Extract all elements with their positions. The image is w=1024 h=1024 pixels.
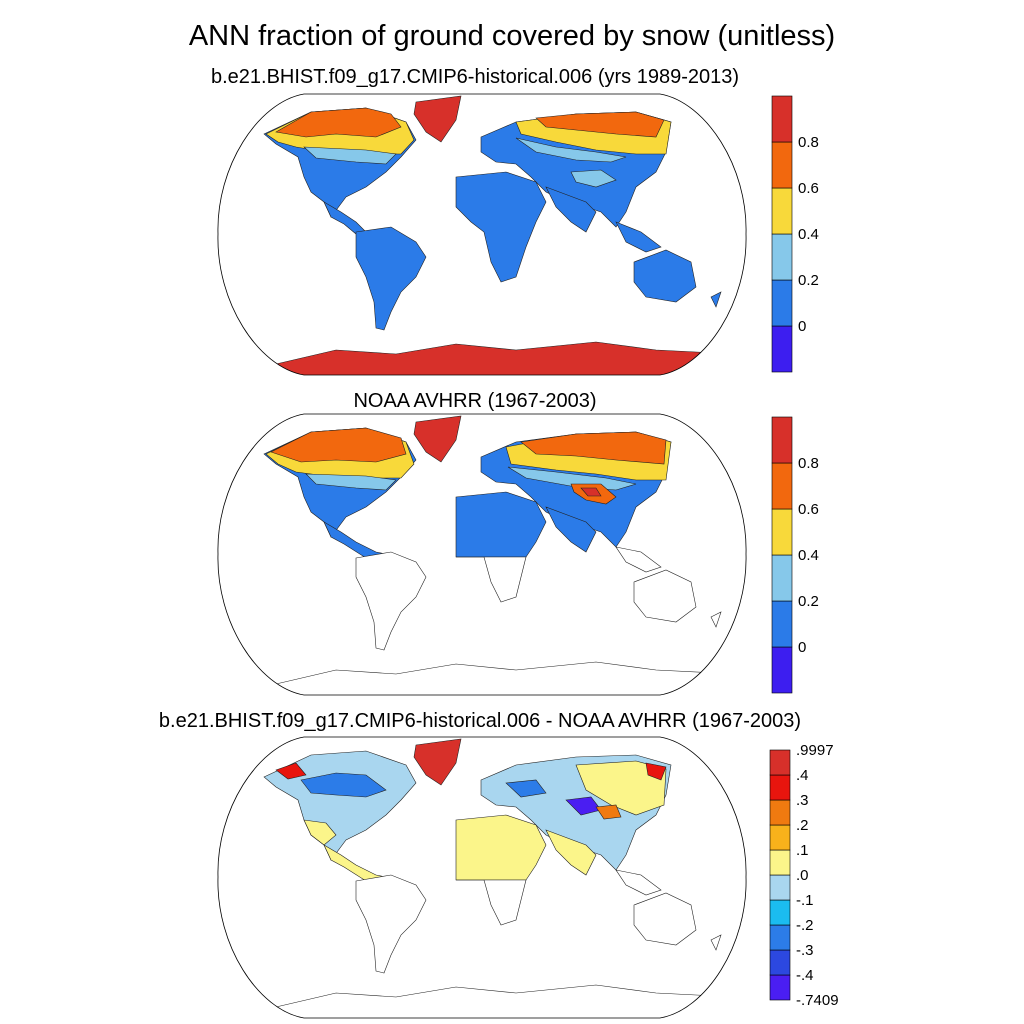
australia-landmass bbox=[633, 249, 697, 303]
colorbar-swatch bbox=[771, 95, 793, 143]
colorbar-tick-label: .4 bbox=[796, 767, 809, 784]
africa-north-landmass bbox=[455, 491, 547, 558]
colorbar-swatch bbox=[769, 799, 791, 826]
colorbar-swatch bbox=[771, 646, 793, 694]
australia-outline bbox=[633, 569, 697, 623]
north-america-snow-high bbox=[275, 107, 402, 138]
colorbar-tick-label: .0 bbox=[796, 867, 809, 884]
eurasia-snow-light bbox=[515, 137, 627, 163]
south-america-outline bbox=[355, 874, 427, 974]
australia-outline bbox=[633, 892, 697, 946]
colorbar-tick-label: .3 bbox=[796, 792, 809, 809]
colorbar-tick-label: .1 bbox=[796, 842, 809, 859]
colorbar-tick-label: .2 bbox=[796, 817, 809, 834]
africa-north-landmass bbox=[455, 814, 547, 881]
colorbar-swatch bbox=[769, 824, 791, 851]
antarctica-landmass bbox=[217, 341, 747, 375]
south-america-landmass bbox=[355, 226, 427, 331]
greenland-landmass bbox=[413, 415, 462, 463]
tibet-snow bbox=[570, 169, 617, 188]
colorbar-swatch bbox=[769, 874, 791, 901]
colorbar-swatch bbox=[771, 325, 793, 373]
colorbar-tick-label: -.7409 bbox=[796, 992, 839, 1009]
panel-1-colorbar: 0 0.2 0.4 0.6 0.8 bbox=[771, 95, 819, 373]
colorbar-tick-label: 0.2 bbox=[798, 272, 819, 289]
panel-3-colorbar: -.7409 -.4 -.3 -.2 -.1 .0 .1 .2 .3 .4 .9997 bbox=[769, 742, 839, 1009]
tibet-snow-core bbox=[580, 487, 602, 497]
colorbar-swatch bbox=[769, 949, 791, 976]
panel-2-map bbox=[217, 413, 747, 696]
figure-title: ANN fraction of ground covered by snow (… bbox=[188, 20, 836, 52]
colorbar-tick-label: -.1 bbox=[796, 892, 814, 909]
greenland-landmass bbox=[413, 95, 462, 143]
panel-1-title: b.e21.BHIST.f09_g17.CMIP6-historical.006… bbox=[210, 66, 740, 88]
north-america-warm bbox=[303, 819, 337, 846]
colorbar-swatch bbox=[771, 187, 793, 235]
colorbar-swatch bbox=[771, 279, 793, 327]
panel-3-map bbox=[217, 736, 747, 1019]
north-america-snow-light bbox=[303, 146, 397, 165]
north-america-landmass bbox=[263, 750, 417, 861]
colorbar-tick-label: 0.6 bbox=[798, 180, 819, 197]
southeast-asia-outline bbox=[615, 546, 662, 573]
colorbar-swatch bbox=[771, 554, 793, 602]
colorbar-swatch bbox=[769, 899, 791, 926]
panel-3-title: b.e21.BHIST.f09_g17.CMIP6-historical.006… bbox=[158, 710, 802, 732]
colorbar-swatch bbox=[769, 849, 791, 876]
colorbar-swatch bbox=[771, 600, 793, 648]
india-landmass bbox=[545, 829, 597, 876]
colorbar-tick-label: -.4 bbox=[796, 967, 814, 984]
colorbar-swatch bbox=[771, 141, 793, 189]
central-america-landmass bbox=[323, 201, 367, 235]
colorbar-tick-label: 0 bbox=[798, 639, 806, 656]
new-zealand-outline bbox=[710, 611, 722, 628]
eurasia-snow-light bbox=[507, 466, 637, 491]
colorbar-swatch bbox=[769, 749, 791, 776]
colorbar-tick-label: 0.4 bbox=[798, 226, 819, 243]
africa-landmass bbox=[455, 171, 547, 283]
colorbar-tick-label: 0.2 bbox=[798, 593, 819, 610]
eurasia-snow-high bbox=[535, 111, 665, 138]
south-america-outline bbox=[355, 551, 427, 651]
colorbar-swatch bbox=[769, 974, 791, 1001]
colorbar-swatch bbox=[771, 233, 793, 281]
north-america-snow-light bbox=[305, 473, 397, 491]
antarctica-outline bbox=[217, 661, 747, 695]
colorbar-tick-label: 0 bbox=[798, 318, 806, 335]
north-america-positive bbox=[275, 762, 307, 780]
panel-1-map bbox=[217, 93, 747, 376]
north-america-negative bbox=[300, 772, 387, 798]
colorbar-swatch bbox=[771, 508, 793, 556]
colorbar-tick-label: 0.8 bbox=[798, 455, 819, 472]
colorbar-tick-label: -.3 bbox=[796, 942, 814, 959]
southeast-asia-landmass bbox=[615, 221, 662, 253]
colorbar-swatch bbox=[769, 774, 791, 801]
eurasia-snow-high bbox=[520, 431, 667, 465]
colorbar-tick-label: 0.6 bbox=[798, 501, 819, 518]
colorbar-tick-label: -.2 bbox=[796, 917, 814, 934]
india-landmass bbox=[545, 506, 597, 553]
greenland-landmass bbox=[413, 738, 462, 786]
colorbar-swatch bbox=[771, 462, 793, 510]
antarctica-outline bbox=[217, 984, 747, 1018]
southeast-asia-outline bbox=[615, 869, 662, 896]
new-zealand-landmass bbox=[710, 291, 722, 308]
panel-2-colorbar: 0 0.2 0.4 0.6 0.8 bbox=[771, 416, 819, 694]
panel-2-title: NOAA AVHRR (1967-2003) bbox=[353, 390, 597, 412]
colorbar-tick-label: 0.4 bbox=[798, 547, 819, 564]
africa-south-outline bbox=[456, 556, 527, 603]
africa-south-outline bbox=[456, 879, 527, 926]
eurasia-positive bbox=[645, 762, 667, 781]
new-zealand-outline bbox=[710, 934, 722, 951]
eurasia-negative bbox=[505, 779, 547, 798]
colorbar-tick-label: 0.8 bbox=[798, 134, 819, 151]
north-america-snow-high bbox=[270, 427, 407, 463]
india-landmass bbox=[545, 186, 597, 233]
colorbar-swatch bbox=[769, 924, 791, 951]
eurasia-warm bbox=[575, 760, 667, 816]
colorbar-tick-label: .9997 bbox=[796, 742, 834, 759]
colorbar-swatch bbox=[771, 416, 793, 464]
tibet-positive bbox=[595, 804, 622, 820]
